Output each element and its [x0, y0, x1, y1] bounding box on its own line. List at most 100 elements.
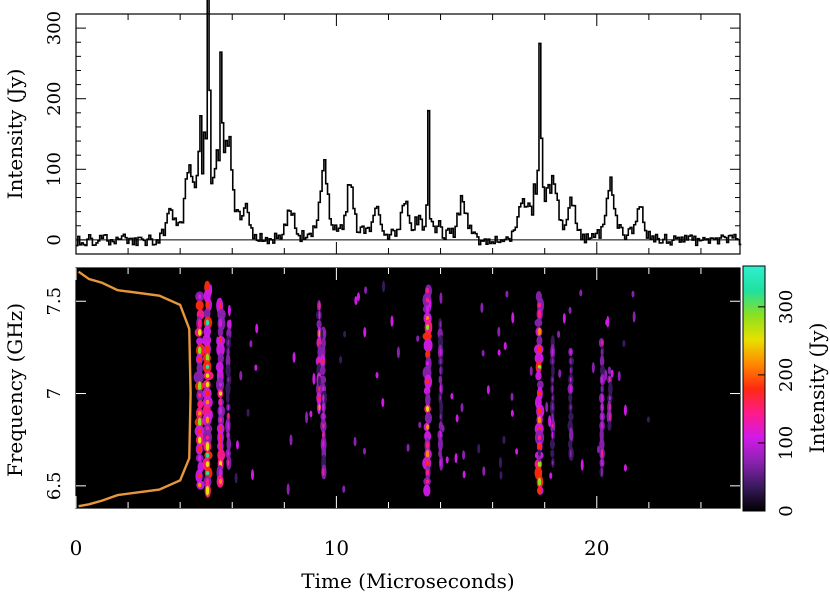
bottom-x-ticks: 0 10 20	[70, 268, 702, 560]
noise-speck	[462, 470, 466, 479]
burst-halo	[193, 371, 204, 384]
noise-speck	[450, 393, 454, 400]
burst-halo	[568, 412, 574, 422]
burst-core	[601, 403, 603, 412]
burst-halo	[534, 318, 543, 327]
burst-core	[425, 379, 430, 385]
noise-speck	[562, 313, 566, 324]
burst-core	[197, 417, 202, 427]
noise-speck	[497, 349, 501, 356]
colorbar: 0 100 200 300 Intensity (Jy)	[742, 265, 829, 517]
noise-speck	[480, 302, 484, 314]
burst-core	[322, 386, 325, 392]
burst-core	[205, 416, 210, 424]
burst-core	[551, 431, 554, 439]
burst-core	[318, 386, 321, 392]
noise-speck	[246, 408, 250, 417]
noise-speck	[511, 312, 515, 324]
noise-speck	[254, 364, 258, 371]
burst-core	[218, 391, 223, 396]
burst-core	[425, 449, 430, 459]
burst-core	[197, 454, 202, 462]
noise-speck	[305, 411, 309, 424]
burst-halo	[536, 335, 543, 346]
burst-core	[205, 344, 210, 355]
burst-halo	[217, 326, 224, 338]
noise-speck	[356, 292, 360, 302]
noise-speck	[292, 352, 296, 363]
noise-speck	[515, 448, 519, 455]
burst-halo	[599, 438, 605, 450]
noise-speck	[579, 289, 583, 297]
heatmap-bursts	[193, 280, 650, 498]
noise-speck	[239, 370, 243, 381]
burst-core	[537, 416, 542, 424]
burst-core	[197, 474, 202, 479]
burst-halo	[607, 366, 612, 375]
burst-halo	[203, 325, 212, 338]
noise-speck	[428, 299, 432, 309]
burst-core	[218, 318, 223, 328]
burst-core	[439, 384, 442, 393]
burst-core	[537, 407, 542, 415]
burst-core	[218, 406, 223, 417]
burst-core	[425, 297, 430, 303]
burst-core	[227, 451, 230, 456]
burst-core	[318, 404, 321, 411]
noise-speck	[498, 457, 502, 469]
noise-speck	[622, 340, 626, 348]
noise-speck	[482, 466, 486, 476]
burst-core	[227, 404, 230, 411]
burst-halo	[217, 352, 224, 364]
burst-halo	[319, 365, 326, 376]
noise-speck	[363, 447, 367, 455]
burst-core	[601, 348, 603, 356]
noise-speck	[568, 306, 572, 314]
burst-core	[601, 422, 603, 430]
burst-core	[425, 324, 430, 331]
top-y-tick-label: 200	[44, 82, 65, 116]
burst-core	[205, 470, 210, 476]
x-tick-label: 20	[584, 536, 609, 560]
burst-halo	[599, 427, 604, 443]
burst-core	[425, 305, 430, 314]
noise-speck	[545, 401, 549, 413]
burst-core	[439, 358, 442, 365]
burst-core	[218, 302, 223, 309]
burst-halo	[424, 412, 432, 424]
burst-core	[537, 391, 542, 396]
burst-core	[601, 413, 603, 420]
burst-core	[197, 392, 202, 398]
burst-halo	[225, 381, 231, 396]
bandpass-curve	[77, 270, 192, 508]
burst-core	[551, 348, 554, 356]
top-y-ticks: 0 100 200 300	[44, 11, 740, 255]
burst-halo	[607, 420, 612, 431]
burst-halo	[550, 449, 555, 458]
noise-speck	[445, 456, 449, 464]
burst-core	[322, 412, 325, 422]
noise-speck	[646, 416, 650, 423]
noise-speck	[486, 385, 490, 395]
burst-halo	[551, 364, 555, 377]
noise-speck	[441, 425, 445, 432]
noise-speck	[610, 369, 614, 378]
burst-core	[601, 448, 603, 459]
burst-halo	[424, 430, 432, 442]
burst-core	[608, 377, 611, 383]
noise-speck	[382, 280, 386, 293]
burst-core	[537, 426, 542, 432]
burst-core	[601, 375, 603, 384]
noise-speck	[439, 292, 443, 304]
noise-speck	[580, 459, 584, 471]
noise-speck	[499, 471, 503, 480]
burst-core	[318, 394, 321, 403]
noise-speck	[339, 355, 343, 364]
burst-core	[218, 417, 223, 423]
burst-core	[425, 459, 430, 467]
burst-core	[601, 385, 603, 393]
colorbar-tick-label: 100	[776, 426, 797, 460]
burst-core	[197, 381, 202, 392]
burst-core	[205, 435, 210, 440]
noise-speck	[317, 375, 321, 387]
